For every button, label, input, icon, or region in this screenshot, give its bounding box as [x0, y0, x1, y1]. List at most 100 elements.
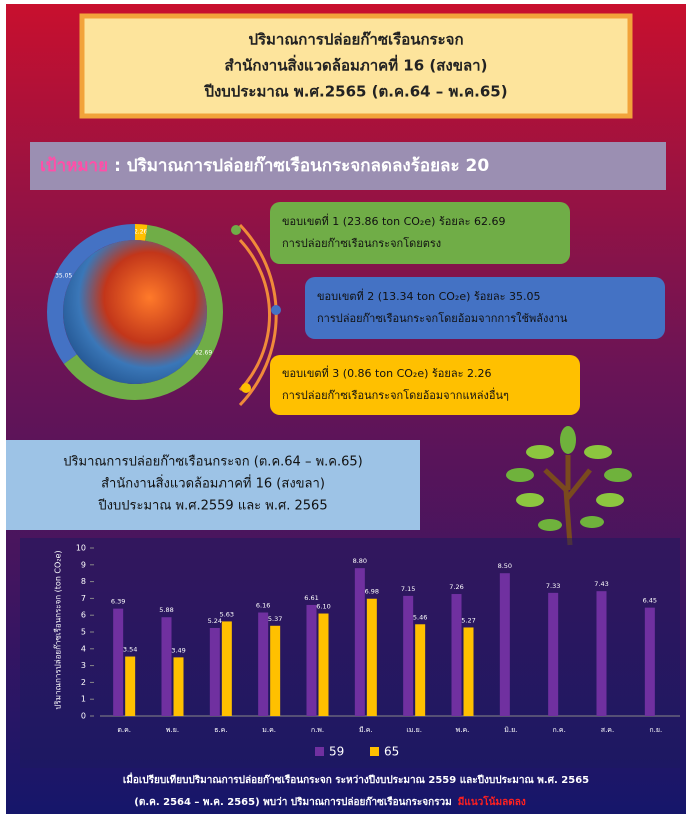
leaf: [506, 468, 534, 482]
target-text: : ปริมาณการปล่อยก๊าซเรือนกระจกลดลงร้อยละ…: [114, 155, 489, 176]
x-tick-label: พ.ค.: [456, 726, 470, 734]
infographic: ปริมาณการปล่อยก๊าซเรือนกระจก สำนักงานสิ่…: [0, 0, 692, 818]
bar: [355, 568, 365, 716]
footer-line: เมื่อเปรียบเทียบปริมาณการปล่อยก๊าซเรือนก…: [123, 772, 589, 786]
data-label: 3.54: [123, 646, 137, 654]
bar: [415, 624, 425, 716]
data-label: 5.27: [461, 616, 475, 624]
data-label: 7.26: [449, 583, 463, 591]
bar: [210, 628, 220, 716]
donut-label: 62.69: [195, 350, 212, 357]
x-tick-label: ก.ย.: [649, 726, 662, 734]
scope-box: [270, 355, 580, 415]
legend-label: 65: [384, 745, 399, 759]
bar: [222, 621, 232, 716]
bar: [452, 594, 462, 716]
x-tick-label: ก.ค.: [552, 726, 565, 734]
data-label: 3.49: [171, 646, 185, 654]
y-tick-label: 1: [81, 695, 86, 704]
deco-dot: [231, 225, 241, 235]
data-label: 7.15: [401, 585, 415, 593]
scope-title: ขอบเขตที่ 3 (0.86 ton CO₂e) ร้อยละ 2.26: [282, 365, 491, 380]
data-label: 6.39: [111, 598, 125, 606]
chart-box-line: สำนักงานสิ่งแวดล้อมภาคที่ 16 (สงขลา): [101, 475, 325, 492]
header-line: ปีงบประมาณ พ.ศ.2565 (ต.ค.64 – พ.ค.65): [203, 83, 507, 101]
y-tick-label: 5: [81, 628, 86, 637]
data-label: 6.98: [365, 588, 379, 596]
chart-box-line: ปริมาณการปล่อยก๊าซเรือนกระจก (ต.ค.64 – พ…: [63, 454, 362, 470]
donut-label: 35.05: [55, 272, 72, 279]
x-tick-label: ธ.ค.: [214, 726, 227, 734]
y-tick-label: 2: [81, 678, 86, 687]
bar: [464, 627, 474, 716]
leaf: [580, 516, 604, 528]
y-tick-label: 4: [81, 644, 86, 653]
data-label: 6.45: [643, 597, 657, 605]
leaf: [604, 468, 632, 482]
y-tick-label: 7: [81, 594, 86, 603]
bar: [125, 657, 135, 716]
data-label: 5.63: [220, 610, 234, 618]
bar: [403, 596, 413, 716]
leaf: [516, 493, 544, 507]
x-tick-label: ต.ค.: [117, 726, 131, 734]
deco-dot: [271, 305, 281, 315]
leaf: [560, 426, 576, 454]
scope-desc: การปล่อยก๊าซเรือนกระจกโดยอ้อมจากแหล่งอื่…: [282, 387, 509, 402]
bar: [319, 614, 329, 716]
bar: [162, 617, 172, 716]
footer-highlight: มีแนวโน้มลดลง: [458, 795, 526, 808]
y-axis-title: ปริมาณการปล่อยก๊าซเรือนกระจก (ton CO₂e): [53, 550, 63, 709]
scope-box: [270, 202, 570, 264]
deco-dot: [241, 383, 251, 393]
y-tick-label: 0: [81, 712, 86, 721]
data-label: 5.46: [413, 613, 427, 621]
bar: [258, 613, 268, 716]
earth: [63, 240, 207, 384]
x-tick-label: ม.ค.: [262, 726, 276, 734]
x-tick-label: เม.ย.: [406, 726, 422, 734]
scope-title: ขอบเขตที่ 2 (13.34 ton CO₂e) ร้อยละ 35.0…: [317, 288, 540, 303]
bar: [174, 657, 184, 716]
bar: [307, 605, 317, 716]
leaf: [526, 445, 554, 459]
leaf: [596, 493, 624, 507]
footer-text: (ต.ค. 2564 – พ.ค. 2565) พบว่า ปริมาณการป…: [134, 796, 452, 808]
page: ปริมาณการปล่อยก๊าซเรือนกระจก สำนักงานสิ่…: [0, 0, 692, 818]
legend-label: 59: [329, 745, 344, 759]
bar: [597, 591, 607, 716]
target-label: เป้าหมาย : ปริมาณการปล่อยก๊าซเรือนกระจกลด…: [40, 155, 489, 176]
bar: [645, 608, 655, 716]
donut-label: 2.26: [134, 229, 148, 236]
legend-swatch: [315, 747, 324, 756]
bar: [548, 593, 558, 716]
scope-desc: การปล่อยก๊าซเรือนกระจกโดยตรง: [282, 236, 441, 250]
bar: [367, 599, 377, 716]
bar: [270, 626, 280, 716]
data-label: 5.88: [159, 606, 173, 614]
y-tick-label: 9: [81, 560, 86, 569]
scope-title: ขอบเขตที่ 1 (23.86 ton CO₂e) ร้อยละ 62.6…: [282, 213, 505, 228]
legend-swatch: [370, 747, 379, 756]
y-tick-label: 8: [81, 577, 86, 586]
leaf: [584, 445, 612, 459]
y-tick-label: 6: [81, 611, 86, 620]
scope-box: [305, 277, 665, 339]
bar: [500, 573, 510, 716]
data-label: 7.33: [546, 582, 560, 590]
data-label: 6.16: [256, 602, 270, 610]
chart-box-line: ปีงบประมาณ พ.ศ.2559 และ พ.ศ. 2565: [97, 498, 327, 514]
data-label: 8.80: [353, 557, 367, 565]
x-tick-label: ก.พ.: [311, 726, 324, 734]
data-label: 6.61: [304, 594, 318, 602]
bar: [113, 609, 123, 716]
x-tick-label: มี.ค.: [359, 726, 373, 734]
data-label: 8.50: [498, 562, 512, 570]
header-line: ปริมาณการปล่อยก๊าซเรือนกระจก: [248, 31, 463, 49]
x-tick-label: ส.ค.: [601, 726, 614, 734]
scope-desc: การปล่อยก๊าซเรือนกระจกโดยอ้อมจากการใช้พล…: [317, 311, 568, 325]
target-label-text: เป้าหมาย: [40, 156, 108, 176]
data-label: 7.43: [594, 580, 608, 588]
header-line: สำนักงานสิ่งแวดล้อมภาคที่ 16 (สงขลา): [225, 55, 488, 75]
y-tick-label: 3: [81, 661, 86, 670]
